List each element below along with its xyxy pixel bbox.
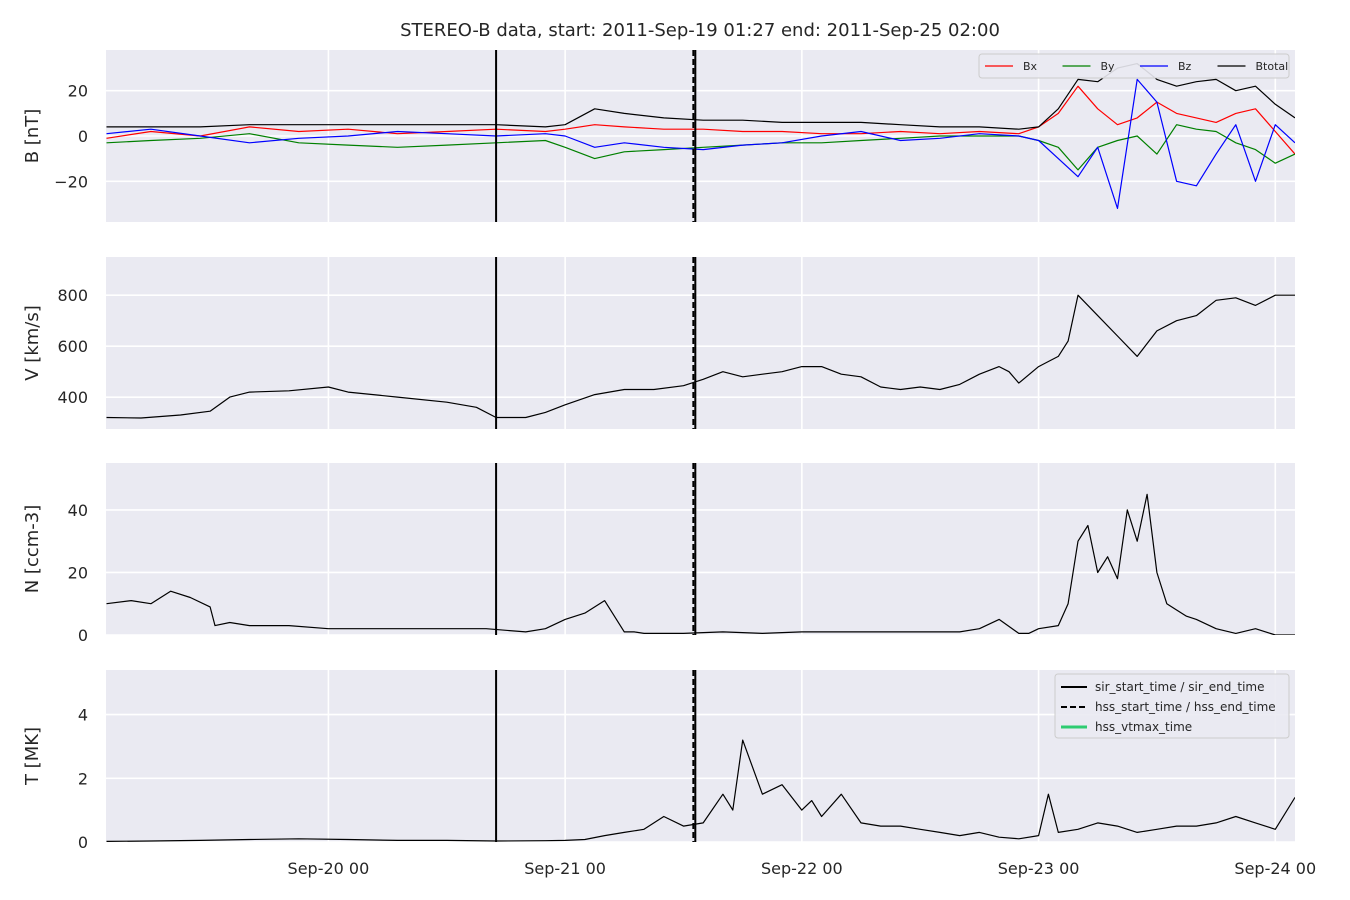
velocity-series-group	[106, 294, 1295, 419]
y-tick-label: 2	[78, 769, 88, 788]
y-tick-label: 0	[78, 833, 88, 852]
velocity-plot-area	[106, 257, 1295, 429]
legend-label-by: By	[1101, 60, 1116, 73]
y-tick-label: −20	[54, 172, 88, 191]
y-tick-label: 20	[68, 563, 88, 582]
series-line-temperature	[106, 739, 1295, 842]
y-tick-label: 40	[68, 501, 88, 520]
temperature-series-group	[106, 739, 1295, 842]
series-line-density	[106, 493, 1295, 635]
x-tick-label: Sep-24 00	[1234, 859, 1316, 878]
legend-label-bx: Bx	[1023, 60, 1038, 73]
series-line-by	[106, 124, 1295, 171]
legend-label-hss: hss_start_time / hss_end_time	[1095, 700, 1276, 714]
legend-label-hss-vtmax: hss_vtmax_time	[1095, 720, 1192, 734]
density-panel: 0 20 40 N [ccm-3]	[22, 463, 1295, 645]
legend-label-bz: Bz	[1178, 60, 1192, 73]
y-tick-label: 400	[57, 388, 88, 407]
x-tick-label: Sep-21 00	[524, 859, 606, 878]
y-tick-label: 800	[57, 286, 88, 305]
b-field-legend: Bx By Bz Btotal	[978, 53, 1290, 79]
temperature-y-axis-label: T [MK]	[22, 727, 43, 786]
y-tick-label: 20	[68, 82, 88, 101]
x-axis-tick-labels: Sep-20 00 Sep-21 00 Sep-22 00 Sep-23 00 Sep-…	[288, 859, 1317, 878]
y-tick-label: 0	[78, 127, 88, 146]
x-tick-label: Sep-22 00	[761, 859, 843, 878]
x-tick-label: Sep-23 00	[998, 859, 1080, 878]
legend-label-sir: sir_start_time / sir_end_time	[1095, 680, 1265, 694]
series-line-velocity	[106, 294, 1295, 419]
series-line-btotal	[106, 62, 1295, 130]
density-series-group	[106, 493, 1295, 635]
y-tick-label: 600	[57, 337, 88, 356]
density-plot-area	[106, 463, 1295, 635]
temperature-panel: 0 2 4 T [MK] sir_start_time / sir_end_timehs…	[22, 670, 1295, 852]
density-y-axis-label: N [ccm-3]	[22, 505, 43, 594]
series-line-bx	[106, 85, 1295, 155]
figure-title: STEREO-B data, start: 2011-Sep-19 01:27 …	[400, 20, 1000, 41]
y-tick-label: 0	[78, 626, 88, 645]
event-legend: sir_start_time / sir_end_time hss_start_t…	[1054, 673, 1290, 739]
magnetic_field-y-axis-label: B [nT]	[22, 109, 43, 164]
y-tick-label: 4	[78, 706, 88, 725]
series-line-bz	[106, 78, 1295, 209]
magnetic_field-panel: −20 0 20 B [nT] Bx By Bz Btotal	[22, 50, 1295, 222]
x-tick-label: Sep-20 00	[288, 859, 370, 878]
legend-label-btotal: Btotal	[1256, 60, 1289, 73]
magnetic_field-series-group	[106, 62, 1295, 209]
velocity-panel: 400 600 800 V [km/s]	[22, 257, 1295, 429]
velocity-y-axis-label: V [km/s]	[22, 305, 43, 380]
